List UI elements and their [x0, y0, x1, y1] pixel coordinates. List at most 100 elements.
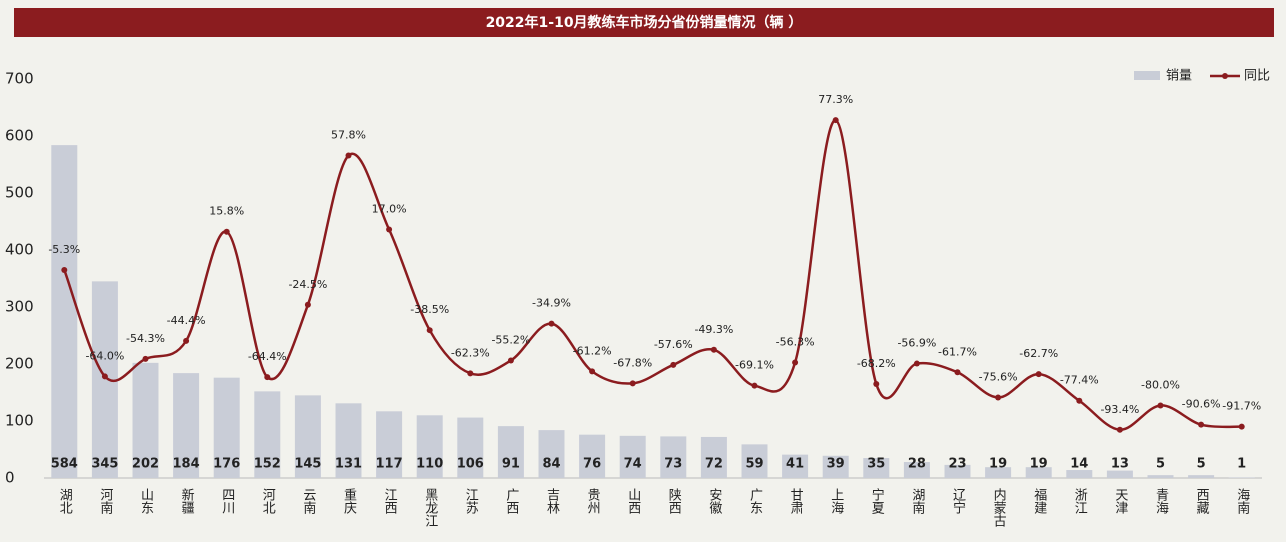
point-label: -5.3%: [48, 243, 80, 256]
x-tick-label: 西藏: [1194, 488, 1210, 514]
bar-value-label: 14: [1070, 457, 1088, 472]
bar-value-label: 5: [1197, 457, 1206, 472]
bar-value-label: 72: [705, 457, 723, 472]
bar: [416, 415, 443, 478]
line-point: [1035, 371, 1042, 378]
point-label: -69.1%: [735, 359, 774, 372]
legend-swatch: [1222, 73, 1228, 79]
bar-value-label: 145: [294, 457, 321, 472]
point-label: -68.2%: [857, 357, 896, 370]
y-tick-label: 400: [5, 241, 34, 259]
line-point: [304, 301, 311, 308]
point-label: -80.0%: [1141, 378, 1180, 391]
legend-label: 销量: [1166, 69, 1192, 84]
point-label: 17.0%: [372, 203, 407, 216]
line-point: [873, 381, 880, 388]
point-label: -57.6%: [654, 338, 693, 351]
bar: [538, 430, 565, 478]
bar-value-label: 131: [335, 457, 362, 472]
line-point: [670, 361, 677, 368]
point-label: -75.6%: [979, 370, 1018, 383]
x-tick-label: 福建: [1031, 488, 1047, 515]
x-tick-label: 广东: [747, 488, 763, 514]
bar-value-label: 73: [664, 457, 682, 472]
point-label: -61.7%: [938, 345, 977, 358]
bar: [903, 462, 930, 478]
line-point: [1116, 426, 1123, 433]
bar-value-label: 584: [51, 457, 78, 472]
bar-value-label: 13: [1111, 457, 1129, 472]
bar: [51, 145, 78, 478]
bar-value-label: 76: [583, 457, 601, 472]
line-point: [913, 360, 920, 367]
bar-value-label: 110: [416, 457, 443, 472]
bar-value-label: 23: [948, 457, 966, 472]
bar: [1066, 470, 1093, 478]
bar-value-label: 39: [827, 457, 845, 472]
y-tick-label: 100: [5, 412, 34, 430]
bar: [1025, 467, 1052, 478]
point-label: -61.2%: [573, 344, 612, 357]
point-label: 15.8%: [209, 205, 244, 218]
x-tick-label: 上海: [828, 488, 844, 514]
point-label: -49.3%: [694, 323, 733, 336]
bar: [1188, 475, 1215, 478]
point-label: -55.2%: [491, 333, 530, 346]
x-tick-label: 山西: [625, 488, 641, 514]
line-point: [832, 117, 839, 124]
point-label: -38.5%: [410, 303, 449, 316]
x-tick-label: 四川: [219, 488, 235, 514]
point-label: -34.9%: [532, 297, 571, 310]
bar: [579, 434, 606, 478]
chart-title: 2022年1-10月教练车市场分省份销量情况（辆 ）: [486, 14, 803, 31]
line-point: [345, 152, 352, 159]
x-tick-label: 内蒙古: [991, 487, 1007, 527]
x-tick-label: 黑龙江: [422, 488, 438, 527]
legend-swatch: [1134, 71, 1160, 80]
bar-value-label: 28: [908, 457, 926, 472]
x-tick-label: 吉林: [544, 488, 560, 514]
point-label: -64.4%: [248, 350, 287, 363]
point-label: -62.7%: [1019, 347, 1058, 360]
point-label: -24.5%: [288, 278, 327, 291]
bar: [660, 436, 687, 478]
bar-value-label: 41: [786, 457, 804, 472]
bar: [782, 454, 809, 478]
x-tick-label: 重庆: [341, 487, 357, 514]
line-point: [792, 359, 799, 366]
point-label: -90.6%: [1182, 398, 1221, 411]
point-label: -64.0%: [85, 349, 124, 362]
bar-value-label: 1: [1237, 457, 1246, 472]
bar-value-label: 84: [542, 457, 560, 472]
bar-value-label: 345: [91, 457, 118, 472]
bar-value-label: 184: [173, 457, 200, 472]
bar: [1228, 477, 1255, 478]
bar-value-label: 59: [745, 457, 763, 472]
bar: [1147, 475, 1174, 478]
point-label: -56.3%: [776, 335, 815, 348]
bar: [254, 391, 281, 478]
line-point: [1238, 423, 1245, 430]
bar-value-label: 202: [132, 457, 159, 472]
x-tick-label: 山东: [138, 488, 154, 514]
y-tick-label: 700: [5, 70, 34, 88]
x-tick-label: 浙江: [1072, 488, 1088, 514]
line-point: [995, 394, 1002, 401]
x-tick-label: 青海: [1153, 488, 1169, 514]
line: [63, 118, 1242, 432]
line-point: [183, 337, 190, 344]
line-point: [954, 369, 961, 376]
point-label: -91.7%: [1222, 400, 1261, 413]
point-label: -56.9%: [897, 337, 936, 350]
bar-value-label: 35: [867, 457, 885, 472]
x-tick-label: 甘肃: [788, 488, 804, 514]
point-label: -62.3%: [451, 346, 490, 359]
point-label: 57.8%: [331, 129, 366, 142]
bar: [335, 403, 362, 478]
bar-value-label: 176: [213, 457, 240, 472]
line-point: [507, 357, 514, 364]
bar: [294, 395, 321, 478]
point-label: -54.3%: [126, 332, 165, 345]
legend-label: 同比: [1244, 69, 1270, 84]
